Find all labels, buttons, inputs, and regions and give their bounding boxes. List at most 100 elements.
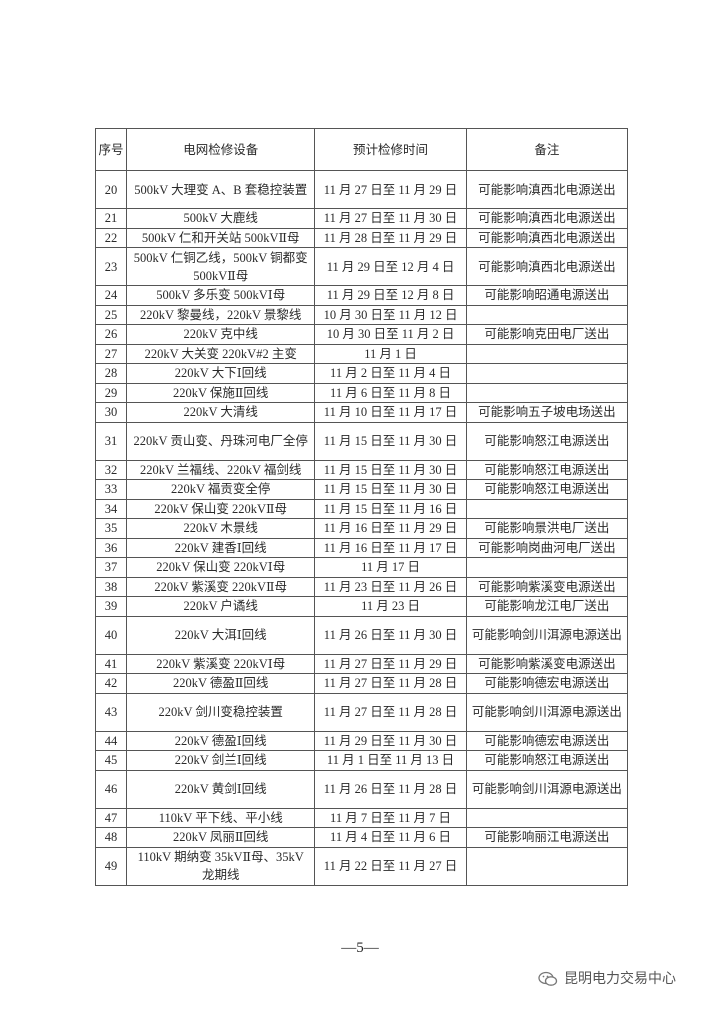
cell-note [465, 363, 629, 384]
table-row: 40 220kV 大洱Ⅰ回线 11 月 26 日至 11 月 30 日可能影响剑川洱… [94, 615, 629, 655]
cell-device: 500kV 大鹿线 [126, 208, 316, 229]
cell-no: 23 [94, 247, 128, 286]
cell-time: 11 月 27 日至 11 月 29 日 [314, 653, 467, 674]
table-row: 41 220kV 紫溪变 220kVⅠ母 11 月 27 日至 11 月 29 日可… [94, 653, 629, 674]
cell-time: 11 月 27 日至 11 月 28 日 [314, 673, 467, 694]
cell-time: 11 月 27 日至 11 月 29 日 [314, 170, 467, 209]
cell-device: 220kV 德盈Ⅰ回线 [126, 730, 316, 751]
cell-note: 可能影响剑川洱源电源送出 [465, 692, 629, 732]
cell-time: 11 月 7 日至 11 月 7 日 [314, 807, 467, 828]
table-row: 46 220kV 黄剑Ⅰ回线 11 月 26 日至 11 月 28 日可能影响剑川洱… [94, 769, 629, 809]
cell-note: 可能影响岗曲河电厂送出 [465, 537, 629, 558]
cell-no: 34 [94, 498, 128, 519]
cell-no: 49 [94, 846, 128, 886]
cell-time: 11 月 23 日 [314, 596, 467, 617]
table-row: 25 220kV 黎曼线，220kV 景黎线 10 月 30 日至 11 月 12 … [94, 304, 629, 325]
table-row: 34 220kV 保山变 220kVⅡ母 11 月 15 日至 11 月 16 日 [94, 498, 629, 519]
cell-device: 500kV 仁和开关站 500kVⅡ母 [126, 227, 316, 248]
cell-note: 可能影响丽江电源送出 [465, 827, 629, 848]
cell-note: 可能影响滇西北电源送出 [465, 227, 629, 248]
cell-note: 可能影响怒江电源送出 [465, 479, 629, 500]
cell-no: 42 [94, 673, 128, 694]
cell-time: 11 月 23 日至 11 月 26 日 [314, 576, 467, 597]
table-row: 45 220kV 剑兰Ⅰ回线 11 月 1 日至 11 月 13 日可能影响怒江电源… [94, 750, 629, 771]
cell-note: 可能影响紫溪变电源送出 [465, 653, 629, 674]
cell-no: 22 [94, 227, 128, 248]
cell-device: 220kV 剑川变稳控装置 [126, 692, 316, 732]
cell-no: 25 [94, 304, 128, 325]
cell-no: 48 [94, 827, 128, 848]
cell-time: 11 月 16 日至 11 月 17 日 [314, 537, 467, 558]
table-row: 31 220kV 贡山变、丹珠河电厂全停 11 月 15 日至 11 月 30 日可… [94, 421, 629, 461]
cell-note [465, 304, 629, 325]
cell-device: 220kV 大清线 [126, 402, 316, 423]
cell-device: 220kV 紫溪变 220kVⅡ母 [126, 576, 316, 597]
watermark-text: 昆明电力交易中心 [564, 970, 676, 987]
cell-note: 可能影响克田电厂送出 [465, 324, 629, 345]
cell-time: 11 月 29 日至 11 月 30 日 [314, 730, 467, 751]
cell-note: 可能影响景洪电厂送出 [465, 518, 629, 539]
table-row: 47 110kV 平下线、平小线 11 月 7 日至 11 月 7 日 [94, 807, 629, 828]
cell-no: 44 [94, 730, 128, 751]
cell-device: 220kV 大下Ⅰ回线 [126, 363, 316, 384]
table-row: 26 220kV 克中线 10 月 30 日至 11 月 2 日可能影响克田电厂送出 [94, 324, 629, 345]
cell-time: 11 月 6 日至 11 月 8 日 [314, 382, 467, 403]
cell-no: 28 [94, 363, 128, 384]
table-row: 27 220kV 大关变 220kV#2 主变 11 月 1 日 [94, 343, 629, 364]
cell-time: 11 月 1 日至 11 月 13 日 [314, 750, 467, 771]
cell-time: 11 月 15 日至 11 月 30 日 [314, 479, 467, 500]
watermark: 昆明电力交易中心 [538, 970, 708, 988]
table-row: 43 220kV 剑川变稳控装置 11 月 27 日至 11 月 28 日可能影响剑… [94, 692, 629, 732]
table-row: 30 220kV 大清线 11 月 10 日至 11 月 17 日可能影响五子坡电场… [94, 402, 629, 423]
cell-note: 可能影响滇西北电源送出 [465, 247, 629, 286]
cell-time: 11 月 15 日至 11 月 30 日 [314, 421, 467, 461]
cell-device: 220kV 保山变 220kVⅡ母 [126, 498, 316, 519]
cell-time: 11 月 27 日至 11 月 30 日 [314, 208, 467, 229]
cell-time: 11 月 4 日至 11 月 6 日 [314, 827, 467, 848]
cell-device: 220kV 大洱Ⅰ回线 [126, 615, 316, 655]
cell-no: 41 [94, 653, 128, 674]
cell-note: 可能影响昭通电源送出 [465, 285, 629, 306]
cell-time: 11 月 29 日至 12 月 8 日 [314, 285, 467, 306]
cell-time: 11 月 26 日至 11 月 28 日 [314, 769, 467, 809]
cell-device: 220kV 福贡变全停 [126, 479, 316, 500]
table-row: 23 500kV 仁铜乙线，500kV 铜都变 500kVⅡ母 11 月 29 日至… [94, 247, 629, 286]
cell-note: 可能影响紫溪变电源送出 [465, 576, 629, 597]
maintenance-table: 序号 电网检修设备 预计检修时间 备注 20 500kV 大理变 A、B 套稳控装… [94, 128, 629, 886]
cell-time: 11 月 22 日至 11 月 27 日 [314, 846, 467, 886]
cell-time: 11 月 17 日 [314, 557, 467, 578]
cell-note [465, 382, 629, 403]
cell-time: 11 月 28 日至 11 月 29 日 [314, 227, 467, 248]
cell-device: 220kV 黎曼线，220kV 景黎线 [126, 304, 316, 325]
header-no: 序号 [94, 128, 128, 171]
table-row: 32 220kV 兰福线、220kV 福剑线 11 月 15 日至 11 月 30 … [94, 459, 629, 480]
table-row: 24 500kV 多乐变 500kVⅠ母 11 月 29 日至 12 月 8 日可能… [94, 285, 629, 306]
cell-device: 220kV 贡山变、丹珠河电厂全停 [126, 421, 316, 461]
cell-time: 11 月 10 日至 11 月 17 日 [314, 402, 467, 423]
cell-device: 500kV 大理变 A、B 套稳控装置 [126, 170, 316, 209]
cell-no: 36 [94, 537, 128, 558]
document-page: 序号 电网检修设备 预计检修时间 备注 20 500kV 大理变 A、B 套稳控装… [94, 128, 708, 988]
cell-no: 24 [94, 285, 128, 306]
cell-time: 10 月 30 日至 11 月 2 日 [314, 324, 467, 345]
table-row: 42 220kV 德盈Ⅱ回线 11 月 27 日至 11 月 28 日可能影响德宏电… [94, 673, 629, 694]
cell-note: 可能影响德宏电源送出 [465, 673, 629, 694]
cell-time: 11 月 15 日至 11 月 30 日 [314, 459, 467, 480]
table-row: 39 220kV 户谲线 11 月 23 日可能影响龙江电厂送出 [94, 596, 629, 617]
cell-no: 20 [94, 170, 128, 209]
cell-no: 32 [94, 459, 128, 480]
cell-no: 40 [94, 615, 128, 655]
table-row: 33 220kV 福贡变全停 11 月 15 日至 11 月 30 日可能影响怒江电… [94, 479, 629, 500]
table-row: 22 500kV 仁和开关站 500kVⅡ母 11 月 28 日至 11 月 29 … [94, 227, 629, 248]
cell-no: 45 [94, 750, 128, 771]
table-row: 38 220kV 紫溪变 220kVⅡ母 11 月 23 日至 11 月 26 日可… [94, 576, 629, 597]
cell-device: 220kV 户谲线 [126, 596, 316, 617]
table-row: 44 220kV 德盈Ⅰ回线 11 月 29 日至 11 月 30 日可能影响德宏电… [94, 730, 629, 751]
cell-device: 500kV 仁铜乙线，500kV 铜都变 500kVⅡ母 [126, 247, 316, 286]
table-row: 20 500kV 大理变 A、B 套稳控装置 11 月 27 日至 11 月 29 … [94, 170, 629, 209]
cell-no: 38 [94, 576, 128, 597]
cell-note: 可能影响德宏电源送出 [465, 730, 629, 751]
cell-device: 220kV 兰福线、220kV 福剑线 [126, 459, 316, 480]
cell-device: 500kV 多乐变 500kVⅠ母 [126, 285, 316, 306]
cell-note: 可能影响剑川洱源电源送出 [465, 615, 629, 655]
